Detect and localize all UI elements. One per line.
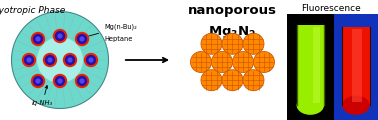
Circle shape [33, 76, 43, 86]
Circle shape [22, 53, 36, 67]
Circle shape [36, 36, 40, 42]
Circle shape [31, 74, 45, 88]
Circle shape [36, 78, 40, 84]
Circle shape [79, 36, 85, 42]
Circle shape [57, 78, 63, 84]
Circle shape [79, 78, 85, 84]
Circle shape [77, 34, 87, 44]
Circle shape [201, 70, 222, 91]
Circle shape [65, 55, 75, 65]
Text: nanoporous: nanoporous [188, 4, 277, 17]
Bar [342, 27, 370, 105]
Bar [313, 27, 320, 103]
Bar [287, 14, 378, 120]
Circle shape [57, 33, 63, 39]
Circle shape [88, 57, 94, 63]
Ellipse shape [342, 96, 370, 115]
Text: lq-NH₃: lq-NH₃ [32, 86, 53, 106]
Circle shape [84, 53, 98, 67]
Text: Mg(n-Bu)₂: Mg(n-Bu)₂ [82, 24, 137, 39]
Circle shape [254, 51, 274, 72]
Bar [334, 14, 378, 120]
Circle shape [31, 32, 45, 46]
Circle shape [37, 37, 83, 83]
Circle shape [47, 57, 53, 63]
Text: $\mathbf{Mg_3N_2}$: $\mathbf{Mg_3N_2}$ [208, 24, 257, 40]
Circle shape [63, 53, 77, 67]
Circle shape [77, 76, 87, 86]
Circle shape [86, 55, 96, 65]
Circle shape [222, 70, 243, 91]
Circle shape [33, 34, 43, 44]
Circle shape [201, 33, 222, 54]
Circle shape [211, 51, 232, 72]
Bar [297, 25, 324, 105]
Circle shape [75, 74, 89, 88]
Circle shape [26, 57, 32, 63]
Circle shape [243, 70, 264, 91]
Bar [352, 29, 361, 102]
Circle shape [53, 29, 67, 43]
Circle shape [55, 31, 65, 41]
Circle shape [191, 51, 211, 72]
Text: Heptane: Heptane [104, 36, 132, 42]
Ellipse shape [297, 96, 324, 115]
Circle shape [43, 53, 57, 67]
Circle shape [55, 76, 65, 86]
Circle shape [75, 32, 89, 46]
Circle shape [11, 12, 108, 108]
Circle shape [67, 57, 73, 63]
Text: Fluorescence: Fluorescence [301, 4, 361, 13]
Circle shape [24, 55, 34, 65]
Circle shape [222, 33, 243, 54]
Circle shape [45, 55, 55, 65]
Circle shape [53, 74, 67, 88]
Circle shape [232, 51, 254, 72]
Text: Lyotropic Phase: Lyotropic Phase [0, 6, 66, 15]
Circle shape [243, 33, 264, 54]
